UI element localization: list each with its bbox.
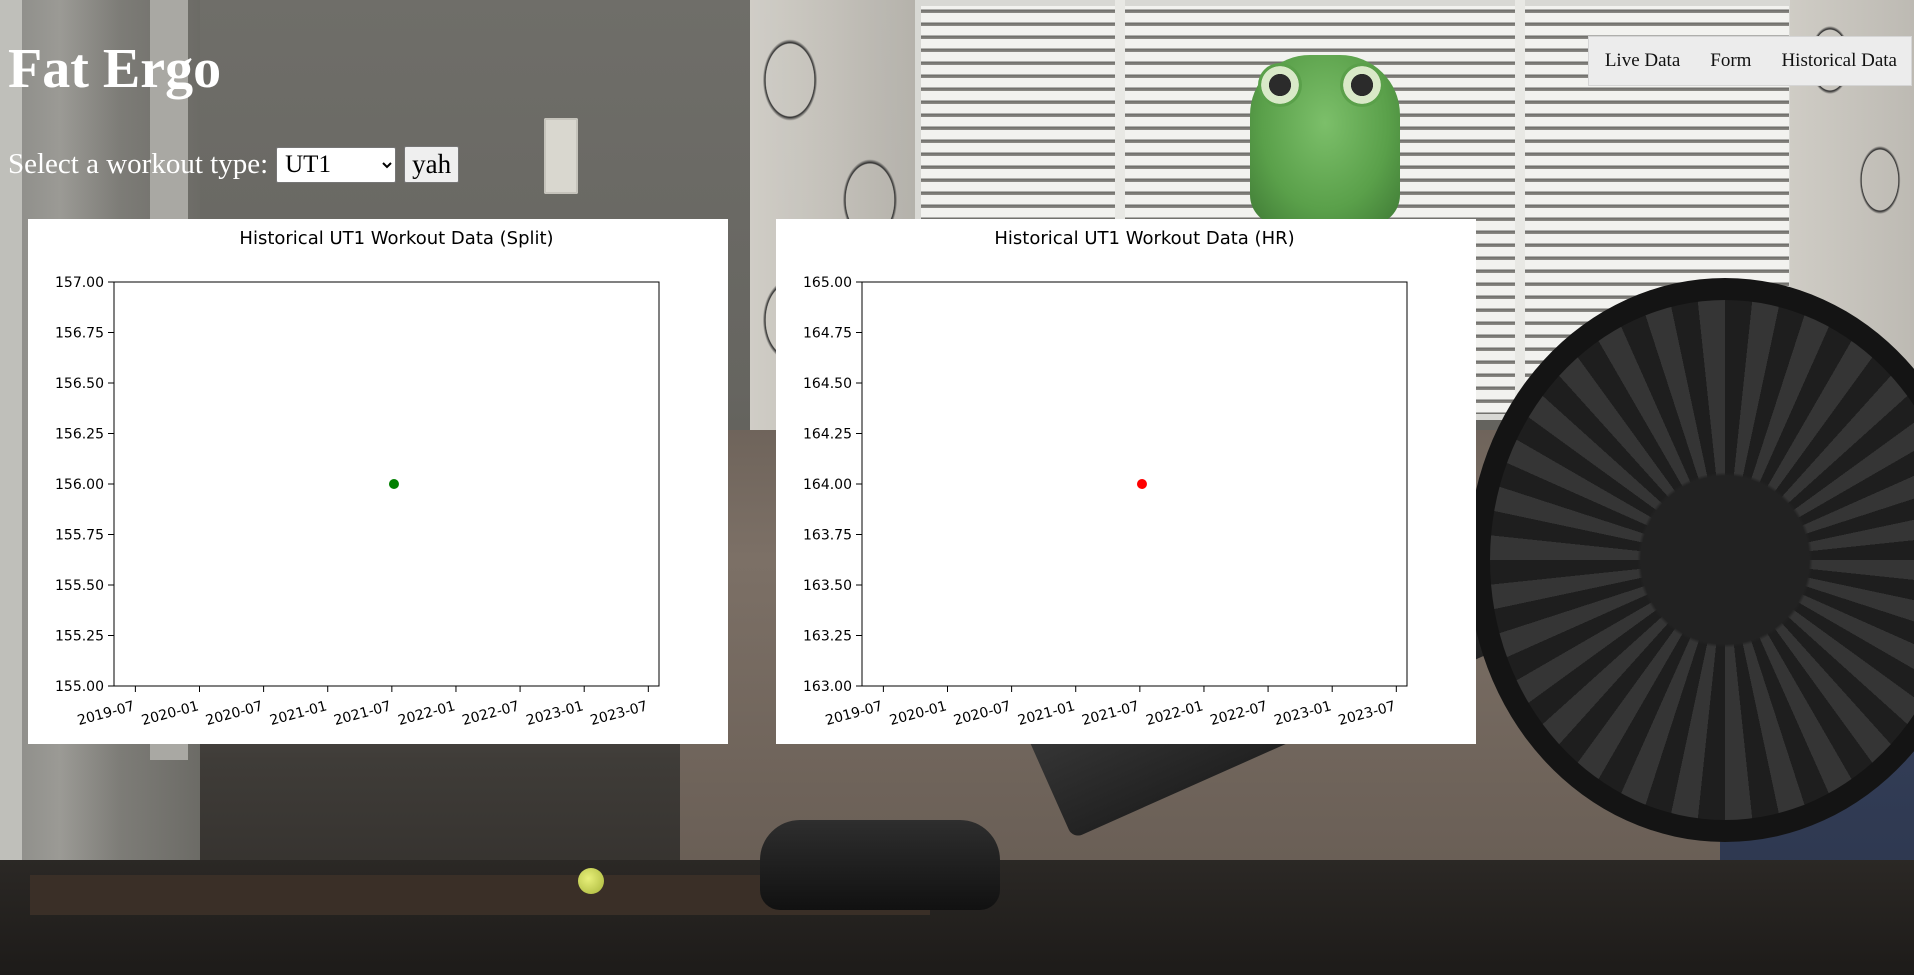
top-nav: Live Data Form Historical Data bbox=[1587, 36, 1912, 86]
y-tick-label: 163.50 bbox=[803, 578, 852, 594]
hr-chart-panel: Historical UT1 Workout Data (HR) 163.00 16… bbox=[776, 219, 1476, 744]
chart-title: Historical UT1 Workout Data (Split) bbox=[239, 228, 553, 249]
page-title: Fat Ergo bbox=[8, 38, 222, 100]
data-point bbox=[388, 479, 399, 489]
y-tick-label: 156.00 bbox=[55, 477, 104, 493]
y-tick-label: 157.00 bbox=[55, 275, 104, 291]
y-tick-label: 164.50 bbox=[803, 376, 852, 392]
x-tick-label: 2021-01 bbox=[1016, 698, 1077, 729]
x-tick-label: 2019-07 bbox=[824, 698, 885, 729]
x-tick-label: 2023-01 bbox=[525, 698, 586, 729]
hr-chart: Historical UT1 Workout Data (HR) 163.00 16… bbox=[803, 228, 1408, 729]
y-tick-label: 163.00 bbox=[803, 679, 852, 695]
split-chart: Historical UT1 Workout Data (Split) 155.0… bbox=[55, 228, 660, 729]
submit-button[interactable]: yah bbox=[404, 146, 460, 183]
y-tick-label: 155.00 bbox=[55, 679, 104, 695]
chart-title: Historical UT1 Workout Data (HR) bbox=[994, 228, 1294, 249]
y-tick-label: 164.00 bbox=[803, 477, 852, 493]
workout-type-label: Select a workout type: bbox=[8, 148, 269, 180]
background-frog-plush bbox=[1250, 55, 1400, 225]
y-tick-label: 156.75 bbox=[55, 326, 104, 342]
y-tick-label: 156.25 bbox=[55, 427, 104, 443]
x-tick-label: 2022-01 bbox=[1144, 698, 1205, 729]
background-window-bar bbox=[1515, 0, 1525, 420]
split-chart-panel: Historical UT1 Workout Data (Split) 155.0… bbox=[28, 219, 728, 744]
x-tick-label: 2020-07 bbox=[952, 698, 1013, 729]
background-frog-eye bbox=[1258, 63, 1302, 107]
y-tick-label: 155.50 bbox=[55, 578, 104, 594]
nav-link-form[interactable]: Form bbox=[1710, 50, 1752, 71]
background-rower-seat bbox=[760, 820, 1000, 910]
background-light-switch bbox=[544, 118, 578, 194]
y-tick-label: 163.25 bbox=[803, 629, 852, 645]
workout-controls: Select a workout type: UT1 yah bbox=[8, 146, 460, 183]
background-window-bar bbox=[1115, 0, 1125, 420]
x-tick-label: 2022-07 bbox=[460, 698, 521, 729]
y-tick-label: 155.75 bbox=[55, 528, 104, 544]
background-frog-eye bbox=[1340, 63, 1384, 107]
plot-frame bbox=[113, 281, 660, 687]
data-point bbox=[1136, 479, 1147, 489]
nav-link-live-data[interactable]: Live Data bbox=[1604, 50, 1681, 71]
x-tick-label: 2022-07 bbox=[1208, 698, 1269, 729]
background-tennis-ball bbox=[578, 868, 604, 894]
x-tick-label: 2021-01 bbox=[268, 698, 329, 729]
x-tick-label: 2019-07 bbox=[76, 698, 137, 729]
y-tick-label: 164.25 bbox=[803, 427, 852, 443]
y-tick-label: 163.75 bbox=[803, 528, 852, 544]
x-tick-label: 2020-07 bbox=[204, 698, 265, 729]
x-tick-label: 2023-07 bbox=[1337, 698, 1398, 729]
background-rower-flywheel bbox=[1490, 300, 1914, 820]
x-tick-label: 2020-01 bbox=[888, 698, 949, 729]
nav-link-historical-data[interactable]: Historical Data bbox=[1781, 50, 1897, 71]
x-tick-label: 2022-01 bbox=[396, 698, 457, 729]
plot-frame bbox=[861, 281, 1408, 687]
x-tick-label: 2023-07 bbox=[589, 698, 650, 729]
background-door-edge bbox=[0, 0, 22, 975]
y-tick-label: 155.25 bbox=[55, 629, 104, 645]
y-tick-label: 164.75 bbox=[803, 326, 852, 342]
workout-type-select[interactable]: UT1 bbox=[276, 146, 397, 183]
x-tick-label: 2023-01 bbox=[1273, 698, 1334, 729]
x-tick-label: 2021-07 bbox=[332, 698, 393, 729]
x-tick-label: 2020-01 bbox=[140, 698, 201, 729]
x-tick-label: 2021-07 bbox=[1080, 698, 1141, 729]
y-tick-label: 165.00 bbox=[803, 275, 852, 291]
y-tick-label: 156.50 bbox=[55, 376, 104, 392]
